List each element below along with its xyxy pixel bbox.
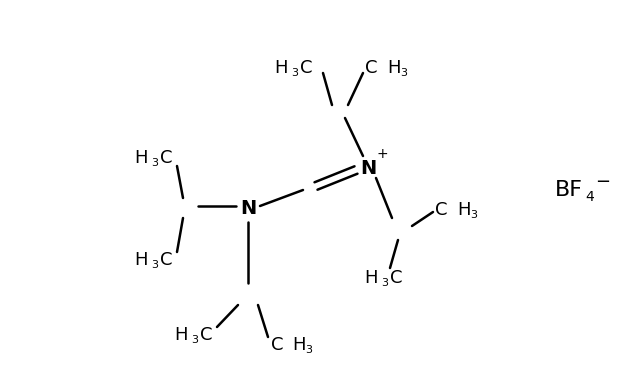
Text: 3: 3 [151,260,158,270]
Text: 3: 3 [305,345,312,355]
Text: H: H [175,326,188,344]
Text: N: N [240,198,256,217]
Text: 3: 3 [400,68,407,78]
Text: C: C [365,59,378,77]
Text: C: C [160,149,173,167]
Text: 3: 3 [191,335,198,345]
Text: 3: 3 [470,210,477,220]
Text: BF: BF [555,180,583,200]
Text: −: − [595,173,610,191]
Text: C: C [390,269,403,287]
Text: C: C [160,251,173,269]
Text: H: H [275,59,288,77]
Text: 4: 4 [585,190,594,204]
Text: H: H [365,269,378,287]
Text: +: + [376,147,388,161]
Text: H: H [387,59,401,77]
Text: C: C [271,336,283,354]
Text: H: H [134,251,148,269]
Text: N: N [360,158,376,177]
Text: H: H [292,336,305,354]
Text: H: H [134,149,148,167]
Text: 3: 3 [381,278,388,288]
Text: C: C [435,201,448,219]
Text: C: C [200,326,212,344]
Text: 3: 3 [291,68,298,78]
Text: C: C [300,59,312,77]
Text: 3: 3 [151,158,158,168]
Text: H: H [457,201,470,219]
